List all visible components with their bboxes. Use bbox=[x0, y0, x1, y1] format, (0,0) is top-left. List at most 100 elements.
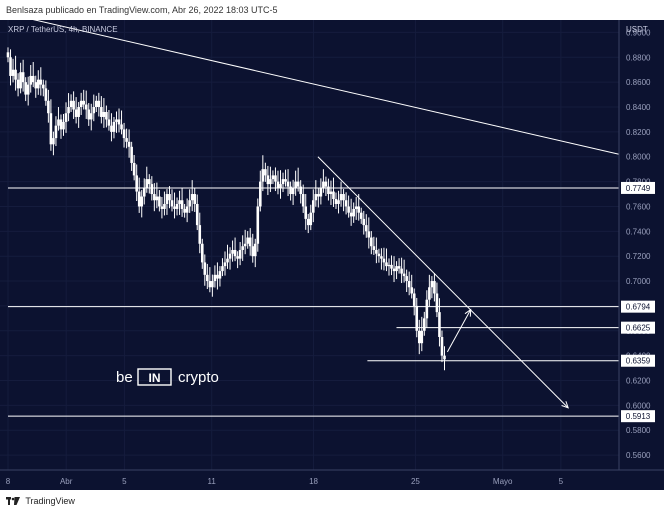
candle-body bbox=[137, 191, 141, 207]
candle-body bbox=[402, 273, 406, 277]
candle-body bbox=[435, 293, 439, 313]
candle-body bbox=[95, 100, 98, 108]
price-label-box bbox=[621, 300, 655, 313]
candle-body bbox=[357, 206, 361, 213]
candle-body bbox=[49, 113, 53, 145]
candle-body bbox=[193, 194, 197, 204]
candle-body bbox=[311, 200, 315, 213]
candle-body bbox=[314, 194, 318, 201]
candle-body bbox=[120, 124, 123, 130]
candle-body bbox=[248, 237, 252, 247]
candle-body bbox=[317, 194, 320, 197]
candle-body bbox=[24, 82, 27, 95]
candle-body bbox=[87, 109, 91, 120]
candle-body bbox=[281, 179, 285, 185]
candles-layer bbox=[6, 47, 446, 371]
candle-body bbox=[370, 237, 373, 247]
publisher-text: Benlsaza publicado en TradingView.com, A… bbox=[6, 5, 278, 15]
candle-body bbox=[380, 256, 383, 259]
candle-body bbox=[47, 100, 50, 114]
y-tick-label: 0.8400 bbox=[626, 103, 651, 112]
candle-body bbox=[67, 107, 70, 114]
candle-body bbox=[372, 246, 376, 250]
candle-body bbox=[206, 274, 209, 282]
time-axis[interactable] bbox=[0, 470, 664, 490]
y-tick-label: 0.6000 bbox=[626, 401, 651, 410]
candle-body bbox=[301, 194, 305, 207]
candle-body bbox=[241, 246, 244, 250]
candle-body bbox=[332, 191, 335, 200]
publisher-header: Benlsaza publicado en TradingView.com, A… bbox=[0, 0, 664, 20]
price-label-text: 0.7749 bbox=[626, 184, 651, 193]
candle-body bbox=[279, 184, 282, 188]
chart-area[interactable]: be IN crypto 0.9000 0.8800 0.8600 0.8400 0.8… bbox=[0, 13, 664, 490]
candle-body bbox=[11, 69, 15, 76]
candle-body bbox=[203, 262, 207, 275]
candle-body bbox=[264, 169, 267, 176]
candle-body bbox=[57, 119, 60, 126]
candle-body bbox=[21, 72, 25, 83]
candle-body bbox=[16, 79, 20, 89]
x-tick-label: 11 bbox=[208, 477, 217, 486]
candle-body bbox=[221, 266, 224, 272]
y-tick-label: 0.7600 bbox=[626, 202, 651, 211]
trend-line[interactable] bbox=[446, 309, 472, 353]
watermark-crypto: crypto bbox=[178, 369, 219, 386]
candle-body bbox=[430, 281, 434, 288]
y-tick-label: 0.8800 bbox=[626, 53, 651, 62]
candle-body bbox=[284, 179, 287, 182]
trend-arrowhead bbox=[464, 308, 472, 317]
candle-body bbox=[89, 113, 93, 120]
candle-body bbox=[150, 184, 154, 195]
candle-body bbox=[243, 243, 247, 247]
candle-body bbox=[390, 264, 393, 269]
trend-line[interactable] bbox=[317, 156, 569, 409]
candle-body bbox=[319, 187, 323, 197]
x-tick-label: Mayo bbox=[493, 477, 513, 486]
price-label-box bbox=[621, 181, 655, 194]
candle-body bbox=[228, 253, 232, 259]
candle-body bbox=[410, 287, 413, 294]
candle-body bbox=[145, 179, 149, 188]
y-tick-label: 0.7400 bbox=[626, 227, 651, 236]
candle-body bbox=[31, 75, 35, 83]
candle-body bbox=[132, 162, 136, 176]
price-label-box bbox=[621, 354, 655, 367]
y-tick-label: 0.7000 bbox=[626, 277, 651, 286]
candle-body bbox=[69, 100, 73, 108]
y-tick-label: 0.8200 bbox=[626, 128, 651, 137]
candle-body bbox=[304, 206, 308, 219]
y-tick-label: 0.8000 bbox=[626, 153, 651, 162]
candle-body bbox=[223, 262, 227, 267]
y-tick-label: 0.5600 bbox=[626, 451, 651, 460]
candle-body bbox=[269, 179, 272, 185]
candle-body bbox=[110, 125, 113, 132]
candle-body bbox=[92, 107, 96, 114]
candle-body bbox=[9, 57, 12, 76]
candle-body bbox=[54, 125, 58, 139]
candle-body bbox=[208, 281, 212, 288]
candle-body bbox=[36, 79, 40, 89]
y-tick-label: 0.5800 bbox=[626, 426, 651, 435]
candle-body bbox=[218, 271, 222, 279]
candle-body bbox=[415, 305, 419, 331]
x-axis-ticks: 8 Abr 5 11 18 25 Mayo 5 bbox=[6, 477, 564, 486]
candlestick-chart[interactable]: be IN crypto 0.9000 0.8800 0.8600 0.8400 0.8… bbox=[0, 13, 664, 490]
candle-body bbox=[125, 138, 128, 142]
candle-body bbox=[226, 258, 229, 263]
candle-body bbox=[140, 196, 144, 207]
price-axis[interactable] bbox=[619, 20, 664, 470]
candle-body bbox=[200, 243, 204, 263]
candle-body bbox=[291, 187, 295, 195]
candle-body bbox=[44, 88, 48, 101]
candle-body bbox=[175, 203, 179, 209]
candle-body bbox=[72, 100, 75, 110]
candle-body bbox=[42, 84, 45, 89]
candle-body bbox=[122, 129, 126, 139]
candle-body bbox=[165, 194, 169, 204]
trend-line[interactable] bbox=[7, 13, 620, 155]
candle-body bbox=[77, 107, 80, 117]
candle-body bbox=[347, 206, 350, 213]
candle-body bbox=[266, 175, 270, 185]
candle-body bbox=[337, 200, 340, 204]
